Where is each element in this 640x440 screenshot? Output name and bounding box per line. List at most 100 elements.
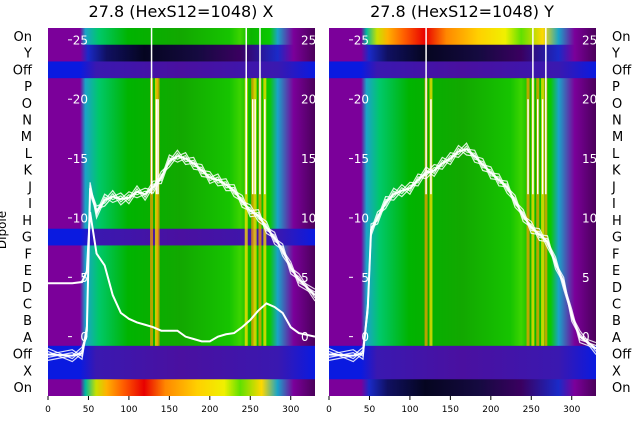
row-label: D <box>612 281 622 296</box>
panel-y: 27.8 (HexS12=1048) Y 0 0 5 5 10 10 15 15 20 20 25 2… <box>326 2 632 415</box>
heatmap-row-4 <box>329 94 596 113</box>
row-label: N <box>22 114 32 129</box>
heatmap-row-1 <box>48 44 315 63</box>
row-label: O <box>22 97 32 112</box>
row-label: L <box>612 147 620 162</box>
x-tick-label: 0 <box>45 405 51 415</box>
overlay-y-tick-label: 25 <box>73 33 88 47</box>
x-tick-label: 0 <box>326 405 332 415</box>
row-label: C <box>612 298 621 313</box>
overlay-y-tick-label: 15 <box>354 152 369 166</box>
row-label: On <box>14 381 32 396</box>
row-label: I <box>28 197 32 212</box>
row-label: P <box>612 80 620 95</box>
row-label: B <box>23 314 32 329</box>
row-label: C <box>23 298 32 313</box>
row-label: K <box>612 164 621 179</box>
heatmap-row-12 <box>329 228 596 247</box>
spike-column <box>244 78 248 346</box>
overlay-line <box>329 145 596 361</box>
heatmap-row-13 <box>48 245 315 263</box>
x-tick-label: 50 <box>364 405 376 415</box>
row-label: G <box>612 231 622 246</box>
x-tick-label: 300 <box>282 405 299 415</box>
heatmap-row-20 <box>48 362 315 380</box>
row-label: Y <box>611 47 620 62</box>
x-tick-label: 200 <box>201 405 218 415</box>
overlay-y-tick-label-right: 5 <box>301 271 309 285</box>
row-label: B <box>612 314 621 329</box>
row-label: A <box>612 331 621 346</box>
spike-lines-y <box>424 78 548 346</box>
heatmap-row-8 <box>329 161 596 180</box>
overlay-line <box>329 148 596 361</box>
heatmap-row-5 <box>329 111 596 129</box>
overlay-y-tick-label-right: 0 <box>582 330 590 344</box>
spike-column <box>531 78 535 346</box>
row-label: Y <box>23 47 32 62</box>
row-label: Off <box>612 348 632 363</box>
overlay-y-tick-label: 15 <box>73 152 88 166</box>
overlay-y-tick-label: 25 <box>354 33 369 47</box>
heatmap-row-6 <box>329 128 596 146</box>
x-tick-label: 300 <box>563 405 580 415</box>
overlay-y-tick-label-right: 5 <box>582 271 590 285</box>
heatmap-row-17 <box>48 312 315 330</box>
heatmap-x <box>48 28 315 396</box>
x-ticks-x: 0 50 100 150 200 250 300 <box>45 396 300 415</box>
heatmap-row-14 <box>48 262 315 280</box>
spike-column <box>258 78 262 346</box>
heatmap-row-12 <box>48 228 315 247</box>
heatmap-row-5 <box>48 111 315 129</box>
overlay-y-tick-label-right: 20 <box>301 93 316 107</box>
overlay-line <box>329 142 596 358</box>
x-tick-label: 100 <box>120 405 137 415</box>
overlay-y-ticks-x: 0 0 5 5 10 10 15 15 20 20 25 25 <box>68 33 316 344</box>
row-label: X <box>23 364 32 379</box>
row-label: On <box>612 381 630 396</box>
spike-column <box>526 78 530 346</box>
spike-column <box>424 78 428 346</box>
spike-column <box>541 78 545 346</box>
heatmap-row-19 <box>329 345 596 364</box>
row-label: M <box>21 130 32 145</box>
x-tick-label: 150 <box>161 405 178 415</box>
overlay-line <box>48 156 315 361</box>
heatmap-row-1 <box>329 44 596 63</box>
spike-column <box>150 78 154 346</box>
overlay-y-tick-label: 5 <box>80 271 88 285</box>
heatmap-row-4 <box>48 94 315 113</box>
panel-x: 27.8 (HexS12=1048) X 0 0 5 5 10 10 15 15 20 20 25 2… <box>0 2 316 415</box>
heatmap-row-18 <box>329 329 596 347</box>
x-tick-label: 150 <box>442 405 459 415</box>
row-label: K <box>23 164 32 179</box>
chart-title-y: 27.8 (HexS12=1048) Y <box>370 2 554 21</box>
spike-column <box>536 78 540 346</box>
overlay-line <box>48 211 315 343</box>
heatmap-row-21 <box>48 379 315 396</box>
row-label: J <box>27 180 32 195</box>
x-tick-label: 250 <box>523 405 540 415</box>
overlay-y-tick-label-right: 25 <box>582 33 597 47</box>
heatmap-y <box>329 28 596 396</box>
row-label: Off <box>612 63 632 78</box>
heatmap-row-9 <box>329 178 596 196</box>
row-label: D <box>22 281 32 296</box>
x-tick-label: 100 <box>401 405 418 415</box>
spike-column <box>544 78 548 346</box>
spike-column <box>263 78 267 346</box>
heatmap-row-7 <box>48 145 315 163</box>
row-label: I <box>612 197 616 212</box>
overlay-y-tick-label-right: 0 <box>301 330 309 344</box>
overlay-y-tick-label-right: 15 <box>582 152 597 166</box>
overlay-y-tick-label-right: 15 <box>301 152 316 166</box>
heatmap-row-19 <box>48 345 315 364</box>
overlay-y-tick-label-right: 10 <box>582 211 597 225</box>
overlay-y-tick-label: 20 <box>73 93 88 107</box>
row-label: H <box>612 214 622 229</box>
row-label: Off <box>13 63 33 78</box>
overlay-y-tick-label: 0 <box>361 330 369 344</box>
row-label: O <box>612 97 622 112</box>
